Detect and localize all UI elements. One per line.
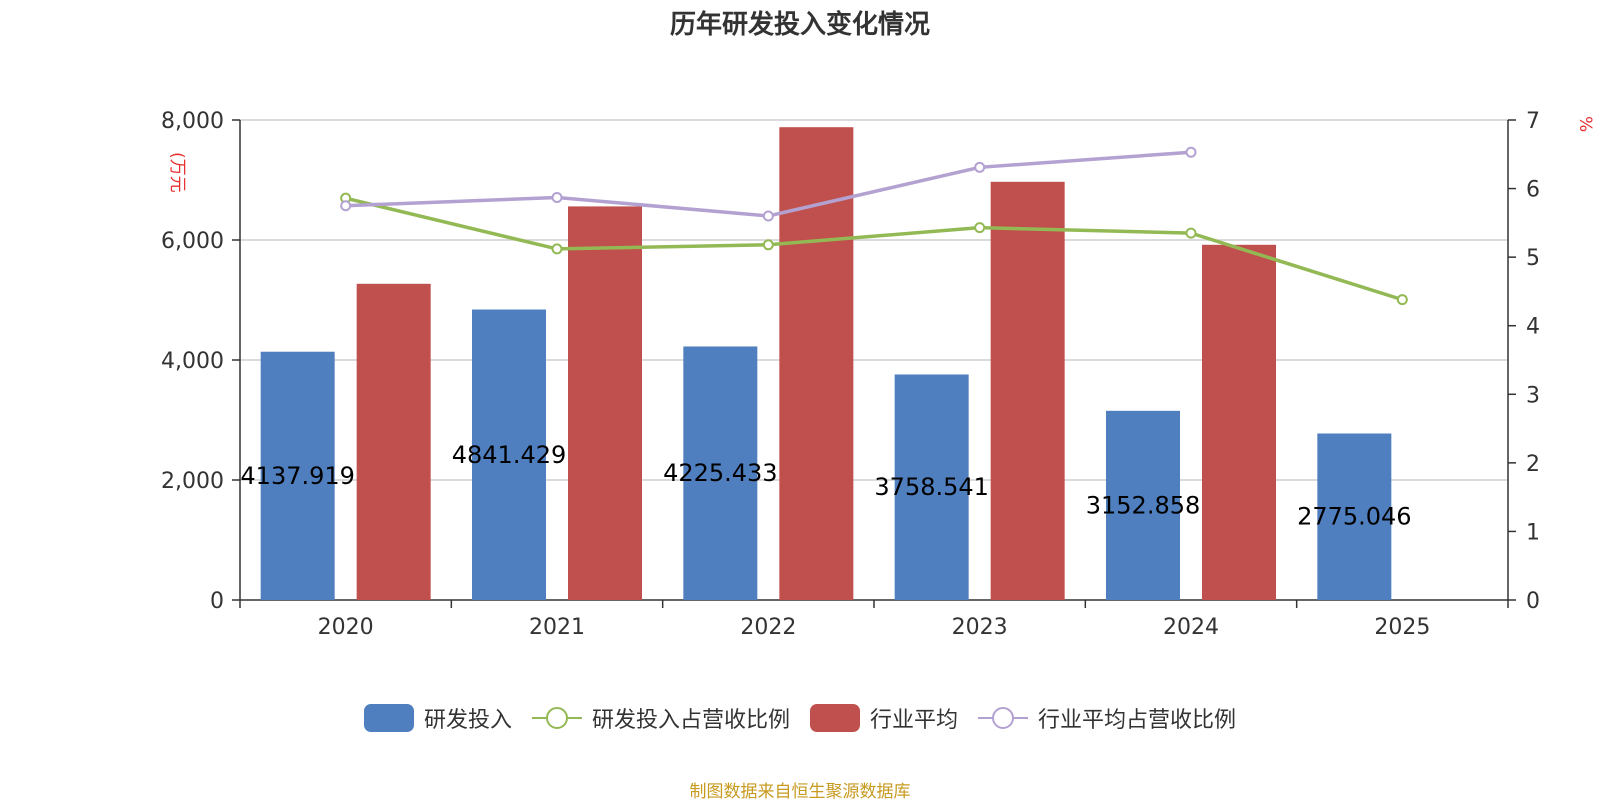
bar-data-label: 3152.858 — [1086, 491, 1201, 519]
bar-data-label: 4225.433 — [663, 459, 778, 487]
source-note: 制图数据来自恒生聚源数据库 — [689, 782, 911, 802]
bar — [1317, 433, 1392, 600]
y-right-tick-label: 4 — [1526, 315, 1540, 340]
bar-data-label: 3758.541 — [874, 473, 989, 501]
y-left-tick-label: 6,000 — [161, 229, 224, 254]
x-tick-label: 2021 — [529, 615, 585, 640]
line-point — [762, 210, 774, 222]
y-right-tick-label: 3 — [1526, 383, 1540, 408]
bar — [1106, 410, 1180, 600]
legend-item[interactable]: 行业平均 — [810, 702, 958, 734]
line-point — [340, 200, 352, 212]
bar — [990, 181, 1065, 601]
x-tick-label: 2020 — [318, 615, 374, 640]
y-right-unit: % — [1575, 116, 1595, 132]
line-point — [974, 222, 986, 234]
line-point — [551, 243, 563, 255]
x-tick-label: 2025 — [1374, 615, 1430, 640]
line-point — [1396, 294, 1408, 306]
y-right-tick-label: 1 — [1526, 520, 1540, 545]
x-tick-label: 2023 — [952, 615, 1008, 640]
legend: 研发投入 研发投入占营收比例 行业平均 行业平均占营收比例 — [0, 702, 1600, 734]
chart-title: 历年研发投入变化情况 — [669, 10, 930, 40]
bar — [356, 283, 431, 600]
bar-data-label: 4137.919 — [240, 462, 355, 490]
bar-data-label: 2775.046 — [1297, 503, 1412, 531]
legend-label: 行业平均占营收比例 — [1038, 708, 1237, 733]
legend-label: 研发投入 — [423, 708, 512, 733]
x-tick-label: 2022 — [740, 615, 796, 640]
y-right-tick-label: 2 — [1526, 452, 1540, 477]
bar — [683, 346, 758, 600]
y-left-tick-label: 4,000 — [161, 349, 224, 374]
bar — [1202, 244, 1276, 601]
line-point — [1185, 146, 1197, 158]
legend-swatch — [531, 707, 582, 729]
legend-item[interactable]: 研发投入占营收比例 — [531, 702, 790, 734]
legend-swatch — [978, 707, 1029, 729]
y-left-tick-label: 0 — [210, 589, 224, 614]
line-point — [1185, 227, 1197, 239]
y-left-tick-label: 8,000 — [161, 109, 224, 134]
bar-data-label: 4841.429 — [452, 441, 567, 469]
line-point — [762, 239, 774, 251]
bar — [894, 374, 969, 600]
y-left-unit: (万元 — [167, 152, 187, 193]
legend-swatch — [810, 704, 860, 732]
y-left-tick-label: 2,000 — [161, 469, 224, 494]
bar — [260, 351, 335, 600]
legend-item[interactable]: 研发投入 — [363, 702, 512, 734]
bar — [472, 309, 546, 600]
y-right-tick-label: 0 — [1526, 589, 1540, 614]
line-point — [551, 191, 563, 203]
bar — [568, 206, 642, 600]
legend-item[interactable]: 行业平均占营收比例 — [978, 702, 1236, 734]
series-line — [345, 196, 1403, 302]
chart-plot: 0 2,000 4,000 6,000 8,000 0 1 2 3 4 5 6 7 (万元% 2020 202… — [161, 109, 1595, 640]
legend-label: 行业平均 — [870, 708, 959, 733]
y-right-tick-label: 6 — [1526, 178, 1540, 203]
legend-swatch — [363, 704, 414, 732]
legend-label: 研发投入占营收比例 — [591, 708, 790, 733]
line-point — [974, 161, 986, 173]
x-tick-label: 2024 — [1163, 615, 1219, 640]
y-right-tick-label: 7 — [1526, 109, 1540, 134]
y-right-tick-label: 5 — [1526, 246, 1540, 271]
